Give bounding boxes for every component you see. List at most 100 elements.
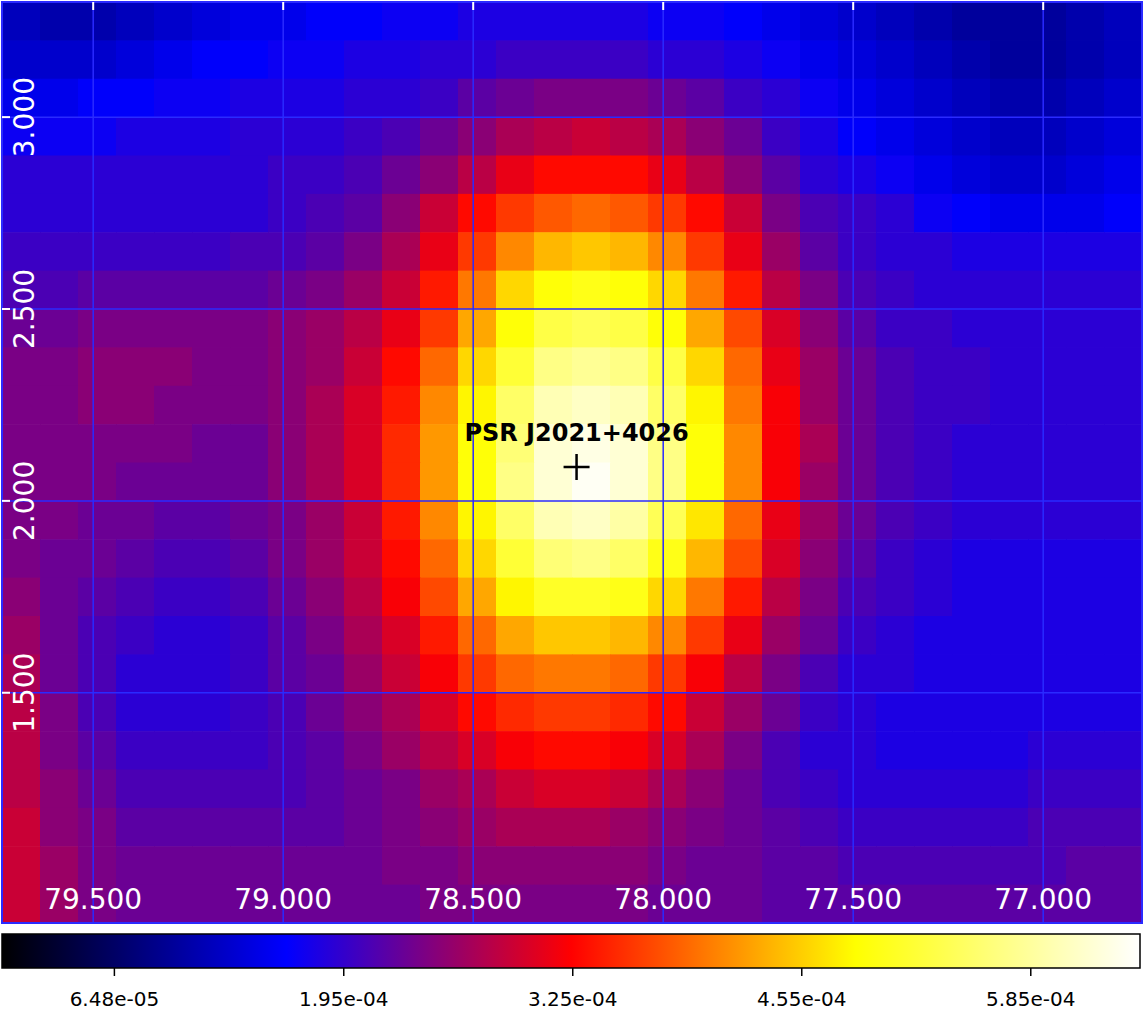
cell	[2, 386, 41, 425]
cell	[1104, 846, 1142, 885]
cell	[496, 693, 535, 732]
cell	[572, 616, 611, 655]
cell	[1066, 271, 1105, 310]
cell	[762, 463, 801, 502]
cell	[914, 539, 953, 578]
cell	[420, 40, 459, 79]
cell	[686, 539, 725, 578]
cell	[838, 117, 877, 156]
cell	[230, 194, 269, 233]
cell	[1028, 117, 1067, 156]
cell	[192, 501, 231, 540]
cell	[762, 731, 801, 770]
cell	[610, 808, 649, 847]
cell	[268, 117, 307, 156]
cell	[876, 424, 915, 463]
cell	[648, 117, 687, 156]
cell	[990, 539, 1029, 578]
cell	[914, 194, 953, 233]
cell	[914, 770, 953, 809]
cell	[192, 808, 231, 847]
cell	[1066, 846, 1105, 885]
colorbar-ticks: 6.48e-051.95e-043.25e-044.55e-045.85e-04	[70, 968, 1076, 1011]
cell	[1104, 386, 1142, 425]
cell	[990, 693, 1029, 732]
cell	[306, 79, 345, 118]
cell	[382, 386, 421, 425]
cell	[154, 40, 193, 79]
cell	[838, 539, 877, 578]
cell	[648, 40, 687, 79]
cell	[534, 846, 573, 885]
grid-line	[92, 2, 94, 923]
cell	[800, 846, 839, 885]
x-tick-label: 78.500	[424, 883, 522, 916]
cell	[876, 2, 915, 41]
cell	[686, 808, 725, 847]
cell	[116, 539, 155, 578]
cell	[344, 885, 383, 923]
cell	[610, 309, 649, 348]
cell	[40, 846, 79, 885]
plot-frame	[2, 2, 1142, 923]
cell	[1066, 79, 1105, 118]
cell	[724, 463, 763, 502]
cell	[648, 194, 687, 233]
cell	[420, 309, 459, 348]
cell	[876, 194, 915, 233]
cell	[686, 693, 725, 732]
cell	[78, 770, 117, 809]
cell	[420, 539, 459, 578]
cell	[382, 501, 421, 540]
cell	[306, 386, 345, 425]
cell	[914, 693, 953, 732]
cell	[914, 232, 953, 271]
cell	[496, 79, 535, 118]
cell	[648, 731, 687, 770]
cell	[458, 731, 497, 770]
cell	[876, 40, 915, 79]
cell	[192, 463, 231, 502]
cell	[420, 616, 459, 655]
cell	[724, 232, 763, 271]
cell	[914, 616, 953, 655]
cell	[876, 616, 915, 655]
cell	[762, 156, 801, 195]
cell	[40, 731, 79, 770]
cell	[78, 424, 117, 463]
cell	[382, 232, 421, 271]
cell	[1066, 539, 1105, 578]
cell	[116, 232, 155, 271]
cell	[990, 156, 1029, 195]
cell	[914, 578, 953, 617]
cell	[2, 156, 41, 195]
cell	[686, 2, 725, 41]
cell	[116, 731, 155, 770]
cell	[496, 501, 535, 540]
cell	[1066, 693, 1105, 732]
cell	[952, 156, 991, 195]
cell	[192, 731, 231, 770]
cell	[458, 463, 497, 502]
cell	[192, 194, 231, 233]
cell	[686, 79, 725, 118]
cell	[990, 194, 1029, 233]
cell	[610, 194, 649, 233]
grid-line	[472, 2, 474, 923]
cell	[78, 40, 117, 79]
cell	[648, 309, 687, 348]
cell	[800, 731, 839, 770]
cell	[648, 271, 687, 310]
cell	[838, 654, 877, 693]
cell	[230, 309, 269, 348]
cell	[534, 79, 573, 118]
cell	[1028, 194, 1067, 233]
cell	[40, 501, 79, 540]
cell	[306, 808, 345, 847]
cell	[344, 156, 383, 195]
cell	[914, 846, 953, 885]
cell	[496, 271, 535, 310]
cell	[534, 616, 573, 655]
cell	[1028, 578, 1067, 617]
cell	[1066, 347, 1105, 386]
